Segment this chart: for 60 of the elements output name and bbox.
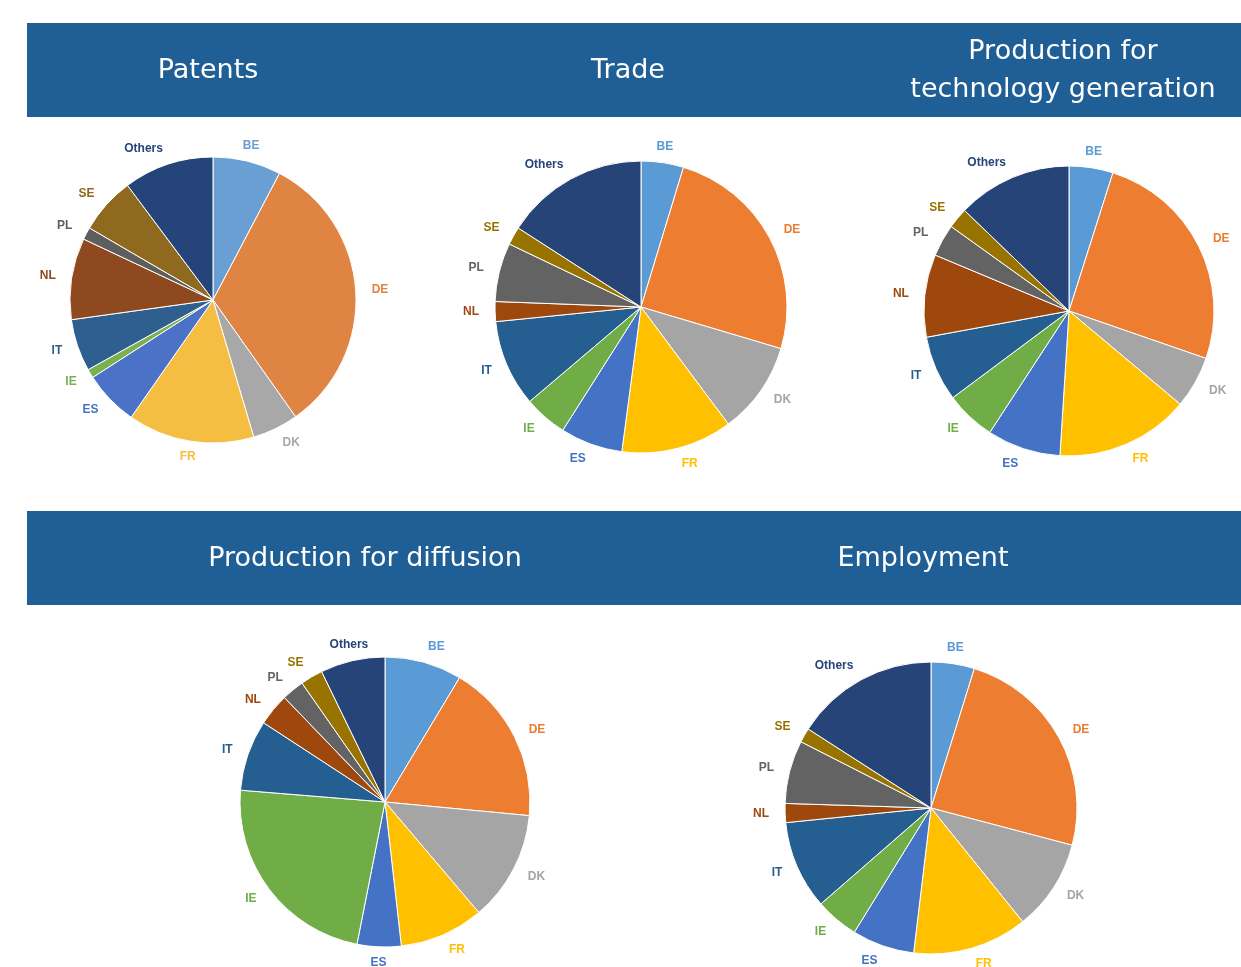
slice-label: NL <box>463 304 480 319</box>
slice-label: FR <box>448 941 466 956</box>
slice-label: PL <box>267 669 283 684</box>
slice-label: DE <box>371 281 389 296</box>
slice-label: DK <box>1066 888 1085 903</box>
slice-label: IT <box>910 367 923 382</box>
slice-label: IE <box>523 421 535 436</box>
slice-label: NL <box>244 691 261 706</box>
slice-label: ES <box>82 402 99 417</box>
slice-label: PL <box>758 759 775 774</box>
slice-label: ES <box>569 451 586 466</box>
slice-label: IT <box>222 742 234 757</box>
slice-label: SE <box>929 200 946 215</box>
slice-label: BE <box>1085 144 1103 159</box>
chart-title: Trade <box>590 52 665 84</box>
slice-label: IE <box>947 420 959 435</box>
slice-label: DK <box>773 391 792 406</box>
slice-label: NL <box>753 805 770 820</box>
slice-label: PL <box>56 218 73 233</box>
slice-label: Others <box>329 637 369 652</box>
slice-label: ES <box>1002 455 1019 470</box>
slice-label: SE <box>483 220 500 235</box>
slice-label: BE <box>656 138 674 153</box>
slice-label: IE <box>65 373 77 388</box>
slice-label: Others <box>814 657 854 672</box>
slice-label: BE <box>427 639 445 654</box>
slice-label: IT <box>51 342 63 357</box>
slice-label: IT <box>771 864 783 879</box>
slice-label: BE <box>947 640 964 655</box>
slice-label: ES <box>370 955 387 967</box>
slice-label: Others <box>524 156 564 171</box>
slice-label: FR <box>1132 451 1149 466</box>
slice-label: SE <box>78 186 95 201</box>
slice-label: NL <box>892 286 909 301</box>
slice-label: DE <box>1212 230 1230 245</box>
slice-label: IE <box>814 923 827 938</box>
slice-label: DE <box>528 721 546 736</box>
slice-label: BE <box>242 137 260 152</box>
chart-title: Production for diffusion <box>208 540 522 572</box>
slice-label: FR <box>179 449 196 464</box>
slice-label: SE <box>774 719 791 734</box>
slice-label: DE <box>1072 721 1090 736</box>
slice-label: SE <box>287 655 304 670</box>
slice-label: DK <box>527 868 546 883</box>
slice-label: PL <box>913 224 929 239</box>
slice-label: NL <box>39 268 56 283</box>
chart-title: Employment <box>837 540 1009 572</box>
slice-label: FR <box>681 455 699 470</box>
slice-label: IE <box>245 891 257 906</box>
slice-label: Others <box>967 155 1007 170</box>
slice-label: IT <box>481 362 493 377</box>
slice-label: Others <box>124 141 164 156</box>
slice-label: DK <box>1209 382 1227 397</box>
slice-label: DE <box>783 222 801 237</box>
chart-title: Patents <box>157 52 259 84</box>
slice-label: FR <box>975 955 993 967</box>
slice-label: ES <box>861 953 878 967</box>
slice-label: PL <box>468 260 484 275</box>
chart-title: Production for technology generation <box>910 33 1216 103</box>
slice-label: DK <box>282 435 301 450</box>
